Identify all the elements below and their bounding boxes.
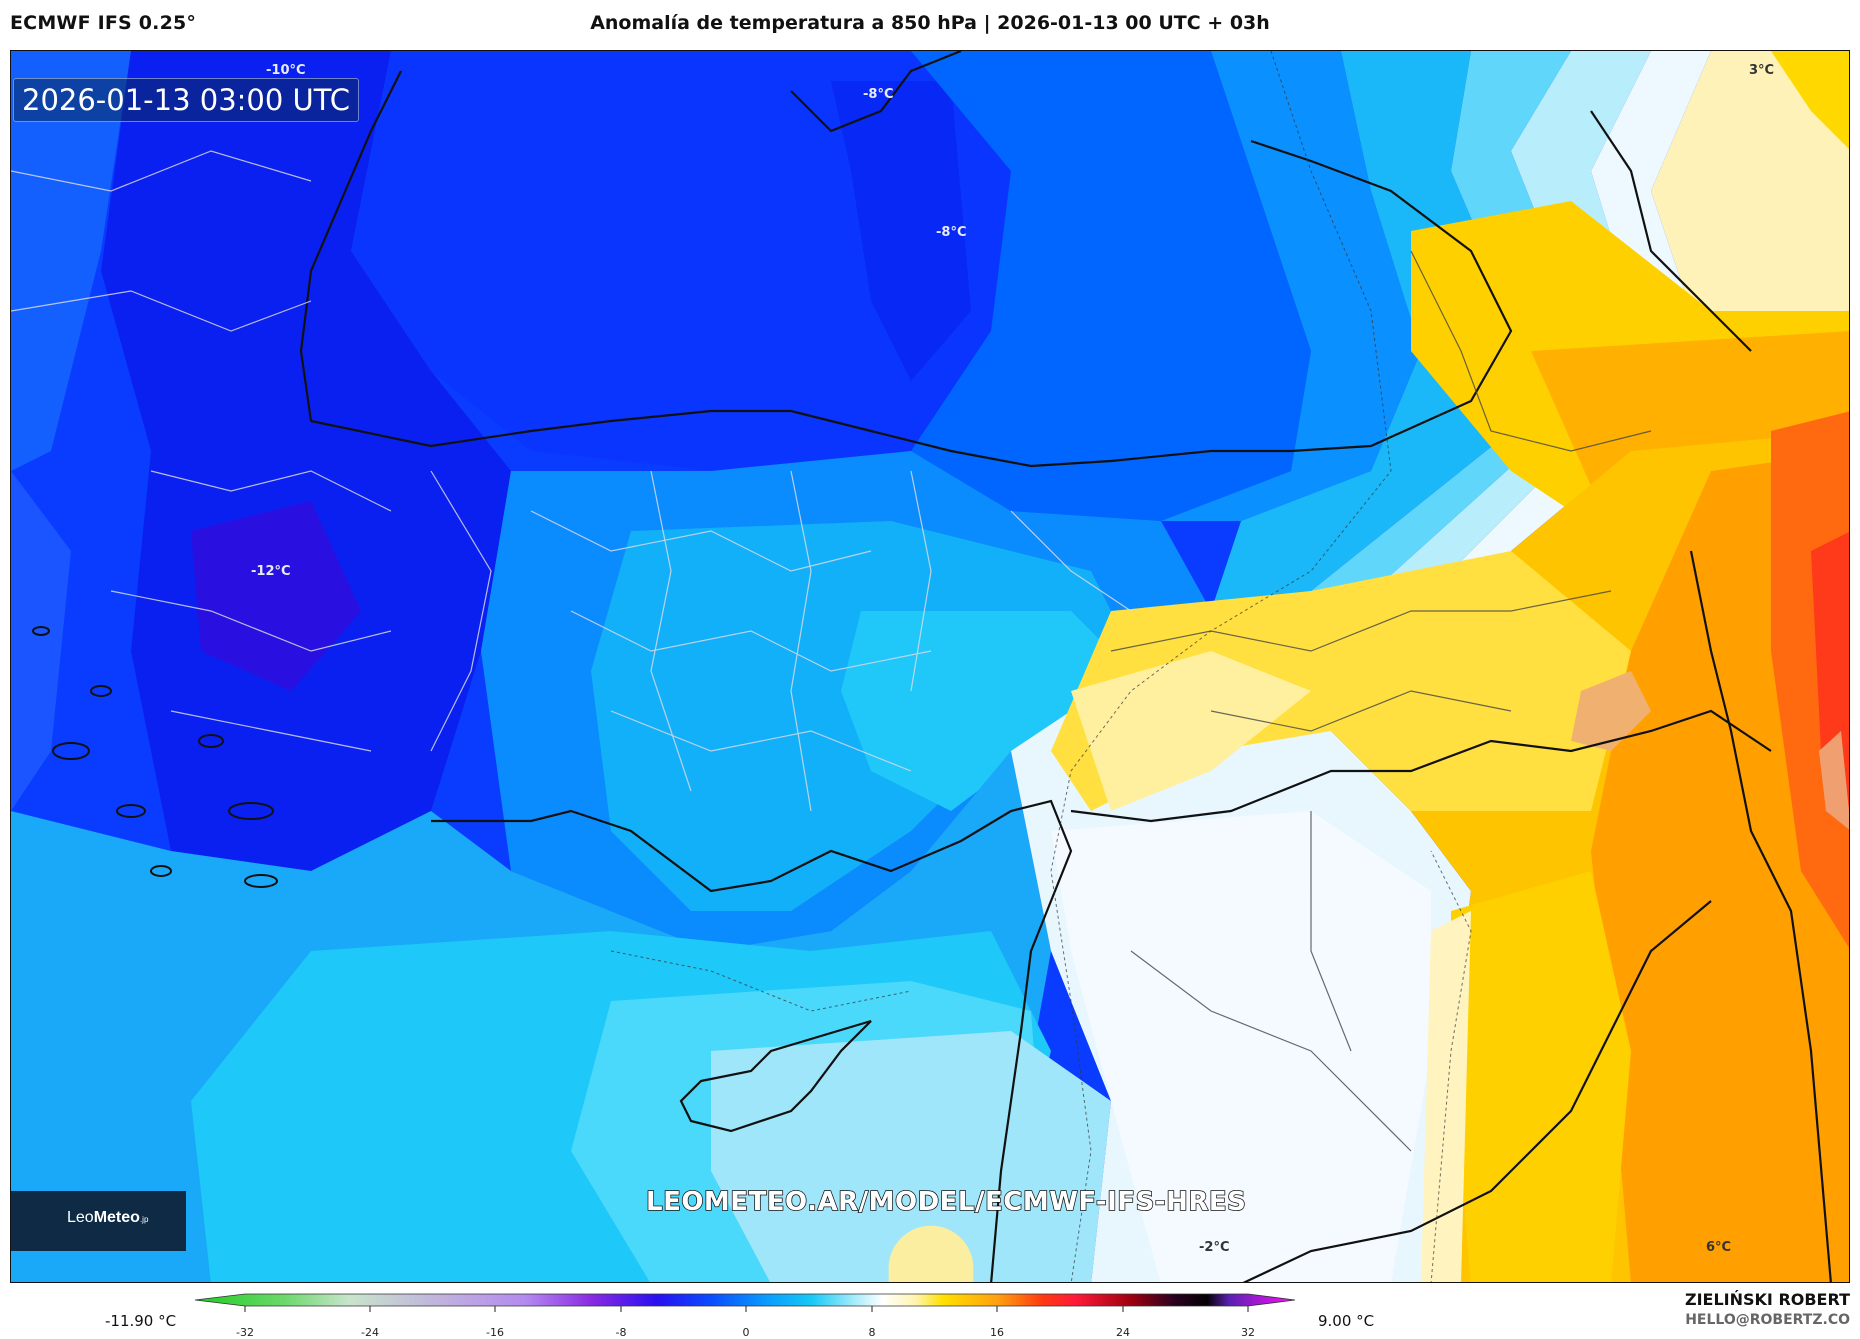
colorbar-tick: 32 [1241,1326,1255,1339]
contour-label: -12°C [251,564,291,579]
author-credit: ZIELIŃSKI ROBERT HELLO@ROBERTZ.CO [1685,1290,1850,1328]
temperature-anomaly-field [11,51,1849,1282]
contour-label: 6°C [1706,1240,1732,1255]
colorbar-tick: 0 [742,1326,750,1339]
contour-label: -8°C [863,87,894,102]
colorbar-tick: -16 [486,1326,504,1339]
valid-time-badge: 2026-01-13 03:00 UTC [13,78,360,122]
logo-wordmark: LeoMeteo.jp [67,1209,148,1227]
colorbar-tick: -8 [615,1326,627,1339]
model-title: ECMWF IFS 0.25° [10,12,197,34]
author-email[interactable]: HELLO@ROBERTZ.CO [1685,1312,1850,1328]
contour-label: -2°C [1199,1240,1230,1255]
colorbar-tick: -24 [361,1326,379,1339]
colorbar-min-label: -11.90 °C [105,1312,177,1330]
colorbar-max-label: 9.00 °C [1318,1312,1375,1330]
colorbar-tick: 24 [1116,1326,1130,1339]
colorbar: -11.90 °C [0,1290,1860,1339]
logo-bold: Meteo [93,1209,140,1226]
author-name: ZIELIŃSKI ROBERT [1684,1290,1850,1309]
leometeo-logo[interactable]: LeoMeteo.jp [11,1191,974,1282]
colorbar-tick: 8 [868,1326,876,1339]
colorbar-tick: -32 [236,1326,254,1339]
map-view[interactable]: 2026-01-13 03:00 UTC -10°C -8°C -8°C -12… [10,50,1850,1283]
contour-label: 3°C [1749,63,1775,78]
logo-suffix: .jp [139,1215,149,1224]
map-title: Anomalía de temperatura a 850 hPa | 2026… [590,12,1270,34]
colorbar-tick: 16 [990,1326,1004,1339]
source-url-watermark: LEOMETEO.AR/MODEL/ECMWF-IFS-HRES [645,1186,1247,1218]
colorbar-gradient [194,1293,1296,1312]
contour-label: -10°C [266,63,306,78]
logo-light: Leo [67,1209,94,1226]
contour-label: -8°C [936,225,967,240]
